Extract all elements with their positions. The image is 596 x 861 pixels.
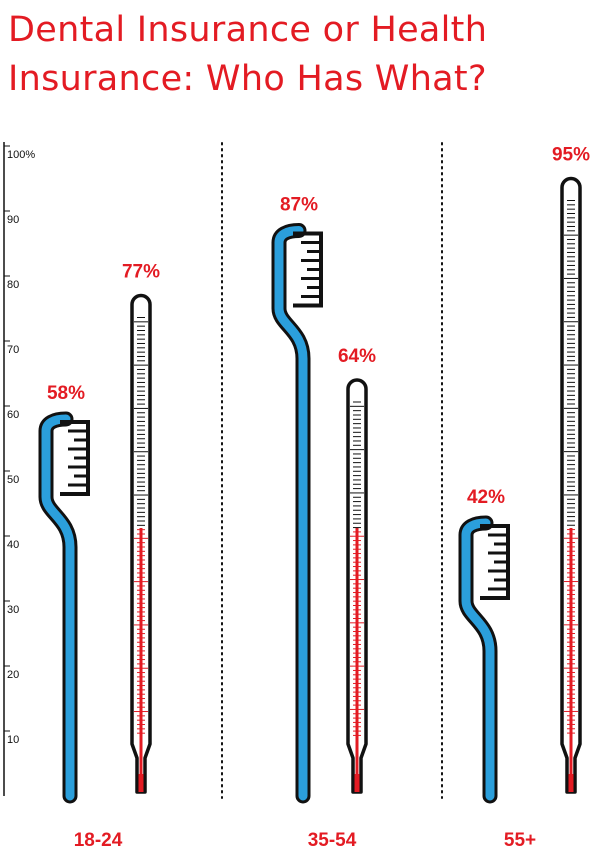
chart-title: Dental Insurance or Health Insurance: Wh… <box>8 6 593 104</box>
chart-title-line-2: Insurance: Who Has What? <box>8 59 487 99</box>
y-tick-label: 80 <box>7 279 19 291</box>
group-55+: 42% 95% 55+ <box>458 145 590 851</box>
y-tick-label: 60 <box>7 409 19 421</box>
health-value-label: 77% <box>122 262 160 283</box>
group-18-24: 58% 77% 18-24 <box>38 262 160 851</box>
health-value-label: 95% <box>552 145 590 166</box>
dental-value-label: 87% <box>280 195 318 216</box>
thermometer-icon <box>346 378 368 794</box>
category-label: 18-24 <box>74 830 123 851</box>
y-tick-label: 100% <box>7 149 35 161</box>
chart-title-line-1: Dental Insurance or Health <box>8 10 488 50</box>
thermometer-icon <box>130 293 152 794</box>
y-tick-label: 90 <box>7 214 19 226</box>
toothbrush-icon <box>458 515 510 804</box>
y-tick-label: 40 <box>7 539 19 551</box>
y-tick-label: 70 <box>7 344 19 356</box>
y-tick-label: 30 <box>7 604 19 616</box>
toothbrush-icon <box>271 223 323 804</box>
category-label: 35-54 <box>308 830 357 851</box>
dental-value-label: 58% <box>47 383 85 404</box>
toothbrush-icon <box>38 411 90 804</box>
toothbrush-handle <box>274 226 308 801</box>
y-tick-label: 10 <box>7 734 19 746</box>
thermometer-bulb <box>138 774 144 792</box>
category-label: 55+ <box>504 830 536 851</box>
toothbrush-handle <box>461 518 495 801</box>
thermometer-bulb <box>568 774 574 792</box>
health-value-label: 64% <box>338 346 376 367</box>
y-tick-label: 20 <box>7 669 19 681</box>
thermometer-bulb <box>354 774 360 792</box>
y-tick-label: 50 <box>7 474 19 486</box>
thermometer-icon <box>560 176 582 794</box>
group-35-54: 87% 64% 35-54 <box>271 195 376 851</box>
dental-value-label: 42% <box>467 487 505 508</box>
toothbrush-handle <box>41 414 75 801</box>
thermometer-tube <box>560 176 582 794</box>
y-axis: 100% 90 80 70 60 50 40 30 20 10 <box>3 142 35 796</box>
